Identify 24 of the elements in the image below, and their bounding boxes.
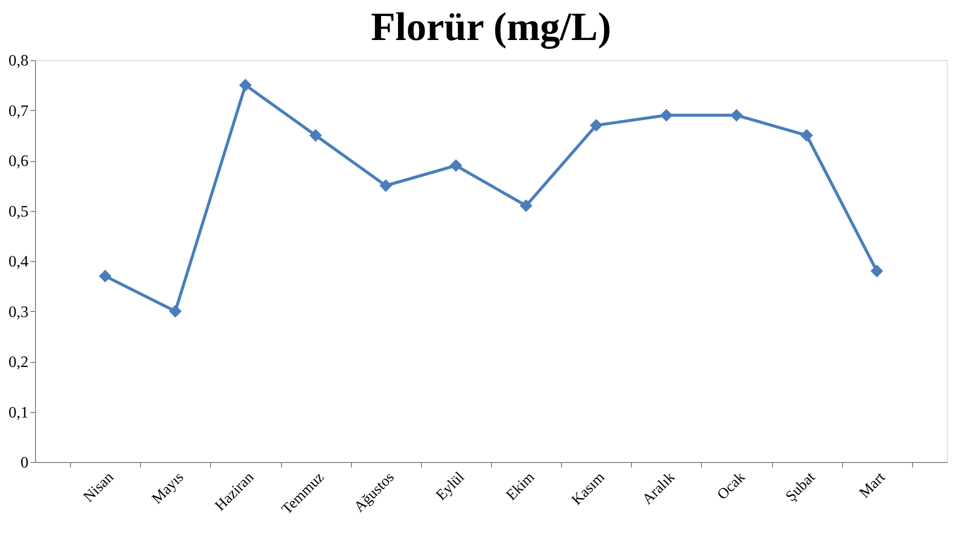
point bbox=[800, 129, 814, 142]
point bbox=[450, 159, 462, 172]
x-tick-label: Ocak bbox=[714, 469, 749, 504]
point bbox=[309, 129, 322, 142]
point bbox=[870, 264, 884, 278]
x-tick-label: Mart bbox=[856, 468, 890, 502]
y-tick-label: 0 bbox=[20, 454, 28, 472]
y-tick-label: 0,5 bbox=[8, 203, 28, 220]
point bbox=[660, 108, 673, 122]
point bbox=[520, 199, 532, 212]
y-tick-label: 0,4 bbox=[8, 254, 28, 270]
y-tick-label: 0,7 bbox=[8, 102, 28, 120]
point bbox=[98, 270, 112, 282]
y-tick-label: 0,8 bbox=[8, 52, 28, 70]
point bbox=[168, 304, 182, 318]
y-tick-label: 0,1 bbox=[8, 404, 28, 422]
y-tick-label: 0,3 bbox=[8, 304, 28, 321]
point bbox=[730, 108, 743, 122]
y-tick-label: 0,2 bbox=[8, 354, 28, 371]
point bbox=[590, 119, 603, 132]
point bbox=[379, 179, 392, 192]
point bbox=[239, 78, 252, 92]
chart-title: Florür (mg/L) bbox=[370, 4, 612, 49]
y-tick-label: 0,6 bbox=[8, 153, 28, 170]
